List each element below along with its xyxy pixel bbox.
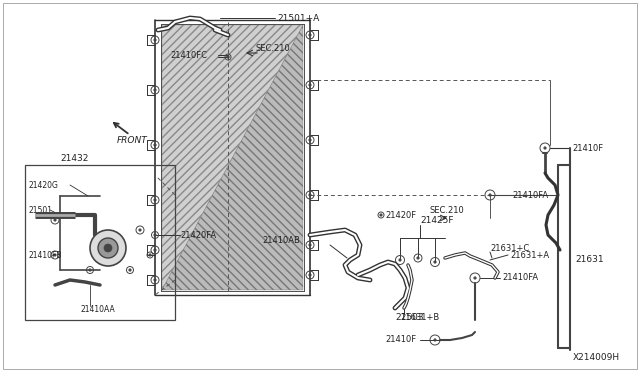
Circle shape: [154, 144, 156, 146]
Text: 21410FB: 21410FB: [28, 250, 61, 260]
Text: 21420G: 21420G: [28, 180, 58, 189]
Circle shape: [54, 219, 56, 221]
Circle shape: [308, 34, 311, 36]
Text: 21631: 21631: [575, 256, 604, 264]
Circle shape: [308, 244, 311, 246]
Text: 21410F: 21410F: [385, 336, 416, 344]
Circle shape: [54, 254, 56, 256]
Text: X214009H: X214009H: [573, 353, 620, 362]
Circle shape: [154, 234, 156, 236]
Polygon shape: [162, 25, 303, 290]
Circle shape: [90, 230, 126, 266]
Text: 21501: 21501: [28, 205, 52, 215]
Text: 21432: 21432: [60, 154, 88, 163]
Text: 21410FC: 21410FC: [170, 51, 207, 60]
Text: FRONT: FRONT: [117, 135, 148, 144]
Text: SEC.210: SEC.210: [430, 205, 465, 215]
Bar: [25, 165, 175, 320]
Circle shape: [139, 229, 141, 231]
Text: 21410FA: 21410FA: [502, 273, 538, 282]
Circle shape: [380, 214, 382, 216]
Circle shape: [89, 269, 92, 271]
Circle shape: [154, 39, 156, 41]
Circle shape: [154, 199, 156, 201]
Text: 21410F: 21410F: [572, 144, 603, 153]
Circle shape: [399, 259, 401, 261]
Text: 21410FA: 21410FA: [512, 190, 548, 199]
Circle shape: [98, 238, 118, 258]
Text: 21631+B: 21631+B: [400, 314, 439, 323]
Text: 21501+A: 21501+A: [277, 13, 319, 22]
Text: 21503: 21503: [395, 314, 424, 323]
Text: SEC.210: SEC.210: [255, 44, 290, 52]
Circle shape: [227, 56, 229, 58]
Circle shape: [154, 249, 156, 251]
Circle shape: [489, 194, 491, 196]
Polygon shape: [162, 25, 303, 290]
Circle shape: [474, 277, 476, 279]
Circle shape: [544, 147, 546, 149]
Text: 21425F: 21425F: [420, 215, 454, 224]
Circle shape: [308, 139, 311, 141]
Text: 21631+A: 21631+A: [510, 250, 549, 260]
Text: 21420FA: 21420FA: [180, 231, 216, 240]
Circle shape: [104, 244, 112, 252]
Text: 21420F: 21420F: [385, 211, 416, 219]
Circle shape: [434, 261, 436, 263]
Circle shape: [154, 89, 156, 91]
Circle shape: [154, 279, 156, 281]
Circle shape: [434, 339, 436, 341]
Circle shape: [417, 257, 419, 259]
Circle shape: [308, 194, 311, 196]
Text: 21410AA: 21410AA: [80, 305, 115, 314]
Text: 21410AB: 21410AB: [262, 235, 300, 244]
Circle shape: [308, 84, 311, 86]
Circle shape: [129, 269, 131, 271]
Circle shape: [308, 274, 311, 276]
Circle shape: [149, 254, 151, 256]
Text: 21631+C: 21631+C: [490, 244, 529, 253]
